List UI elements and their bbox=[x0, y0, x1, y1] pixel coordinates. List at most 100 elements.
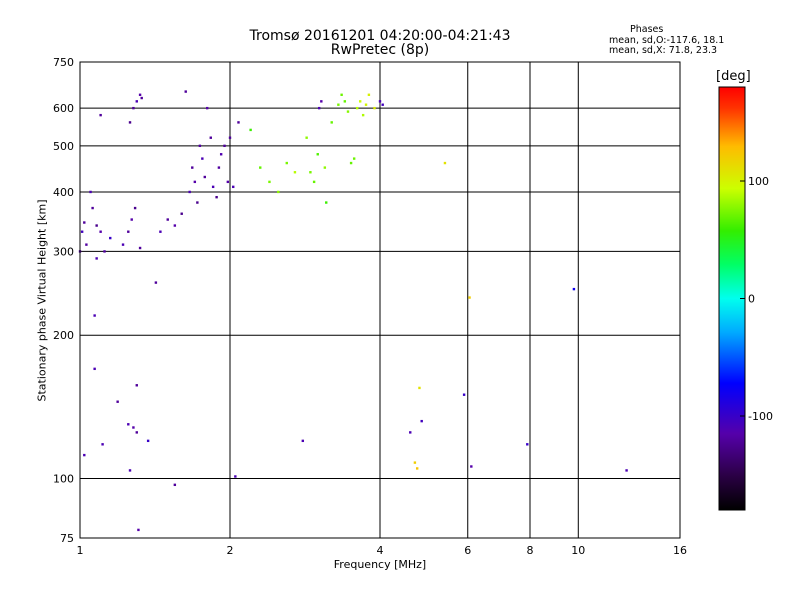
data-point bbox=[127, 423, 130, 426]
data-point bbox=[140, 96, 143, 100]
y-tick-label: 400 bbox=[53, 186, 74, 199]
data-point bbox=[293, 171, 297, 174]
colorbar-tick-label: -100 bbox=[748, 410, 773, 423]
phases-o-stats: mean, sd,O:-117.6, 18.1 bbox=[609, 35, 725, 46]
data-point bbox=[277, 190, 280, 194]
colorbar-tick-label: 100 bbox=[748, 175, 769, 188]
data-point bbox=[249, 128, 252, 132]
x-tick-label: 1 bbox=[77, 544, 84, 557]
data-point bbox=[349, 161, 353, 165]
data-point bbox=[138, 93, 142, 96]
data-point bbox=[188, 190, 191, 194]
data-point bbox=[526, 443, 529, 446]
data-point bbox=[138, 246, 142, 250]
data-point bbox=[101, 443, 104, 446]
data-point bbox=[373, 106, 376, 110]
data-point bbox=[191, 166, 194, 169]
y-tick-label: 300 bbox=[53, 245, 74, 258]
x-tick-label: 6 bbox=[464, 544, 471, 557]
y-tick-label: 600 bbox=[53, 102, 74, 115]
x-axis-label: Frequency [MHz] bbox=[333, 558, 427, 571]
data-point bbox=[217, 166, 221, 169]
data-point bbox=[572, 287, 576, 291]
data-point bbox=[133, 206, 137, 210]
data-point bbox=[103, 250, 106, 253]
data-point bbox=[340, 93, 343, 96]
data-point bbox=[301, 439, 305, 443]
data-point bbox=[317, 106, 321, 110]
y-tick-label: 500 bbox=[53, 140, 74, 153]
colorbar-unit: [deg] bbox=[716, 69, 751, 84]
data-point bbox=[173, 483, 177, 487]
data-point bbox=[209, 136, 212, 139]
data-point bbox=[468, 296, 471, 299]
data-point bbox=[364, 103, 368, 106]
colorbar-tick-label: 0 bbox=[748, 293, 755, 306]
data-point bbox=[173, 224, 177, 227]
data-point bbox=[219, 153, 223, 156]
data-point bbox=[352, 157, 356, 160]
data-point bbox=[346, 110, 350, 113]
data-point bbox=[203, 175, 206, 179]
data-point bbox=[135, 431, 138, 434]
data-point bbox=[128, 121, 132, 124]
data-point bbox=[93, 314, 96, 317]
data-point bbox=[232, 185, 235, 189]
data-point bbox=[193, 180, 197, 184]
chart-subtitle: RwPretec (8p) bbox=[330, 42, 430, 58]
data-point bbox=[226, 180, 230, 184]
data-point bbox=[116, 400, 119, 403]
data-point bbox=[355, 106, 359, 110]
data-point bbox=[99, 230, 102, 233]
data-point bbox=[259, 166, 262, 169]
data-point bbox=[378, 100, 382, 103]
data-point bbox=[337, 103, 340, 106]
y-tick-label: 750 bbox=[53, 56, 74, 69]
data-point bbox=[367, 93, 371, 96]
data-point bbox=[99, 113, 102, 117]
data-point bbox=[166, 218, 169, 221]
y-tick-label: 200 bbox=[53, 329, 74, 342]
data-point bbox=[215, 195, 218, 199]
plot-frame bbox=[79, 61, 681, 539]
data-point bbox=[343, 100, 347, 103]
data-point bbox=[91, 206, 94, 210]
data-point bbox=[205, 106, 209, 110]
data-point bbox=[132, 106, 135, 110]
data-point bbox=[89, 190, 92, 194]
data-point bbox=[128, 469, 132, 472]
x-tick-label: 2 bbox=[227, 544, 234, 557]
data-point bbox=[415, 467, 419, 470]
data-point bbox=[228, 136, 232, 139]
data-point bbox=[268, 180, 271, 184]
data-point bbox=[325, 201, 328, 204]
data-point bbox=[413, 461, 417, 464]
data-point bbox=[180, 212, 183, 215]
phases-title: Phases bbox=[630, 24, 664, 35]
data-point bbox=[381, 103, 384, 106]
data-point bbox=[211, 185, 215, 189]
data-point bbox=[159, 230, 162, 233]
x-tick-label: 10 bbox=[571, 544, 585, 557]
data-point bbox=[80, 230, 84, 233]
data-point bbox=[85, 243, 88, 246]
data-point bbox=[312, 180, 316, 184]
data-point bbox=[83, 453, 86, 457]
data-point bbox=[309, 171, 312, 174]
data-point bbox=[316, 153, 319, 156]
data-point bbox=[93, 367, 96, 371]
x-tick-label: 4 bbox=[377, 544, 384, 557]
data-point bbox=[320, 100, 323, 103]
data-point bbox=[95, 224, 98, 227]
data-point bbox=[305, 136, 308, 139]
data-point bbox=[146, 439, 150, 443]
data-point bbox=[625, 469, 628, 472]
data-point bbox=[137, 528, 140, 532]
data-point bbox=[223, 144, 226, 148]
data-point bbox=[361, 113, 365, 117]
y-axis-label: Stationary phase Virtual Height [km] bbox=[35, 199, 49, 402]
data-point bbox=[285, 161, 288, 165]
data-point bbox=[443, 161, 447, 165]
data-point bbox=[127, 230, 130, 233]
